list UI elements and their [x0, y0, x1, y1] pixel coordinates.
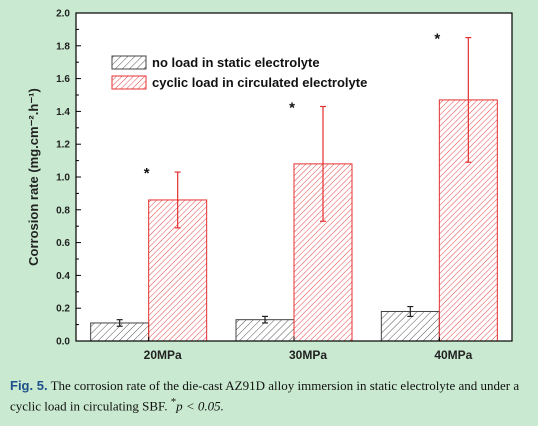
- x-category-label: 30MPa: [289, 348, 327, 362]
- y-tick-label: 0.4: [56, 271, 70, 282]
- y-tick-label: 0.8: [56, 205, 70, 216]
- legend-swatch: [111, 75, 147, 90]
- x-category-label: 20MPa: [144, 348, 182, 362]
- chart: * * * 0.0 0.2 0.4 0.6 0.8 1.0 1.2 1.4 1.6 1.8 2.0 20…: [26, 9, 513, 362]
- y-tick-label: 1.0: [56, 173, 70, 184]
- significance-marker: *: [144, 165, 150, 182]
- y-tick-label: 0.2: [56, 304, 70, 315]
- caption-star: *: [170, 396, 177, 408]
- significance-marker: *: [434, 31, 440, 48]
- y-tick-label: 1.2: [56, 140, 70, 151]
- y-axis-label: Corrosion rate (mg.cm⁻².h⁻¹): [26, 88, 41, 266]
- caption-label: Fig. 5.: [10, 378, 48, 393]
- y-tick-label: 0.0: [56, 337, 70, 348]
- x-category-label: 40MPa: [434, 348, 472, 362]
- caption-text: The corrosion rate of the die-cast AZ91D…: [10, 378, 520, 414]
- y-tick-label: 1.6: [56, 74, 70, 85]
- y-tick-label: 0.6: [56, 238, 70, 249]
- y-tick-label: 2.0: [56, 9, 70, 20]
- significance-marker: *: [289, 99, 295, 116]
- y-tick-label: 1.8: [56, 41, 70, 52]
- caption-p-value: p < 0.05.: [176, 398, 224, 414]
- legend-label: cyclic load in circulated electrolyte: [152, 75, 367, 90]
- y-tick-label: 1.4: [56, 107, 70, 118]
- legend-label: no load in static electrolyte: [152, 55, 320, 70]
- figure-caption: Fig. 5. The corrosion rate of the die-ca…: [10, 378, 532, 414]
- legend-swatch: [111, 55, 147, 70]
